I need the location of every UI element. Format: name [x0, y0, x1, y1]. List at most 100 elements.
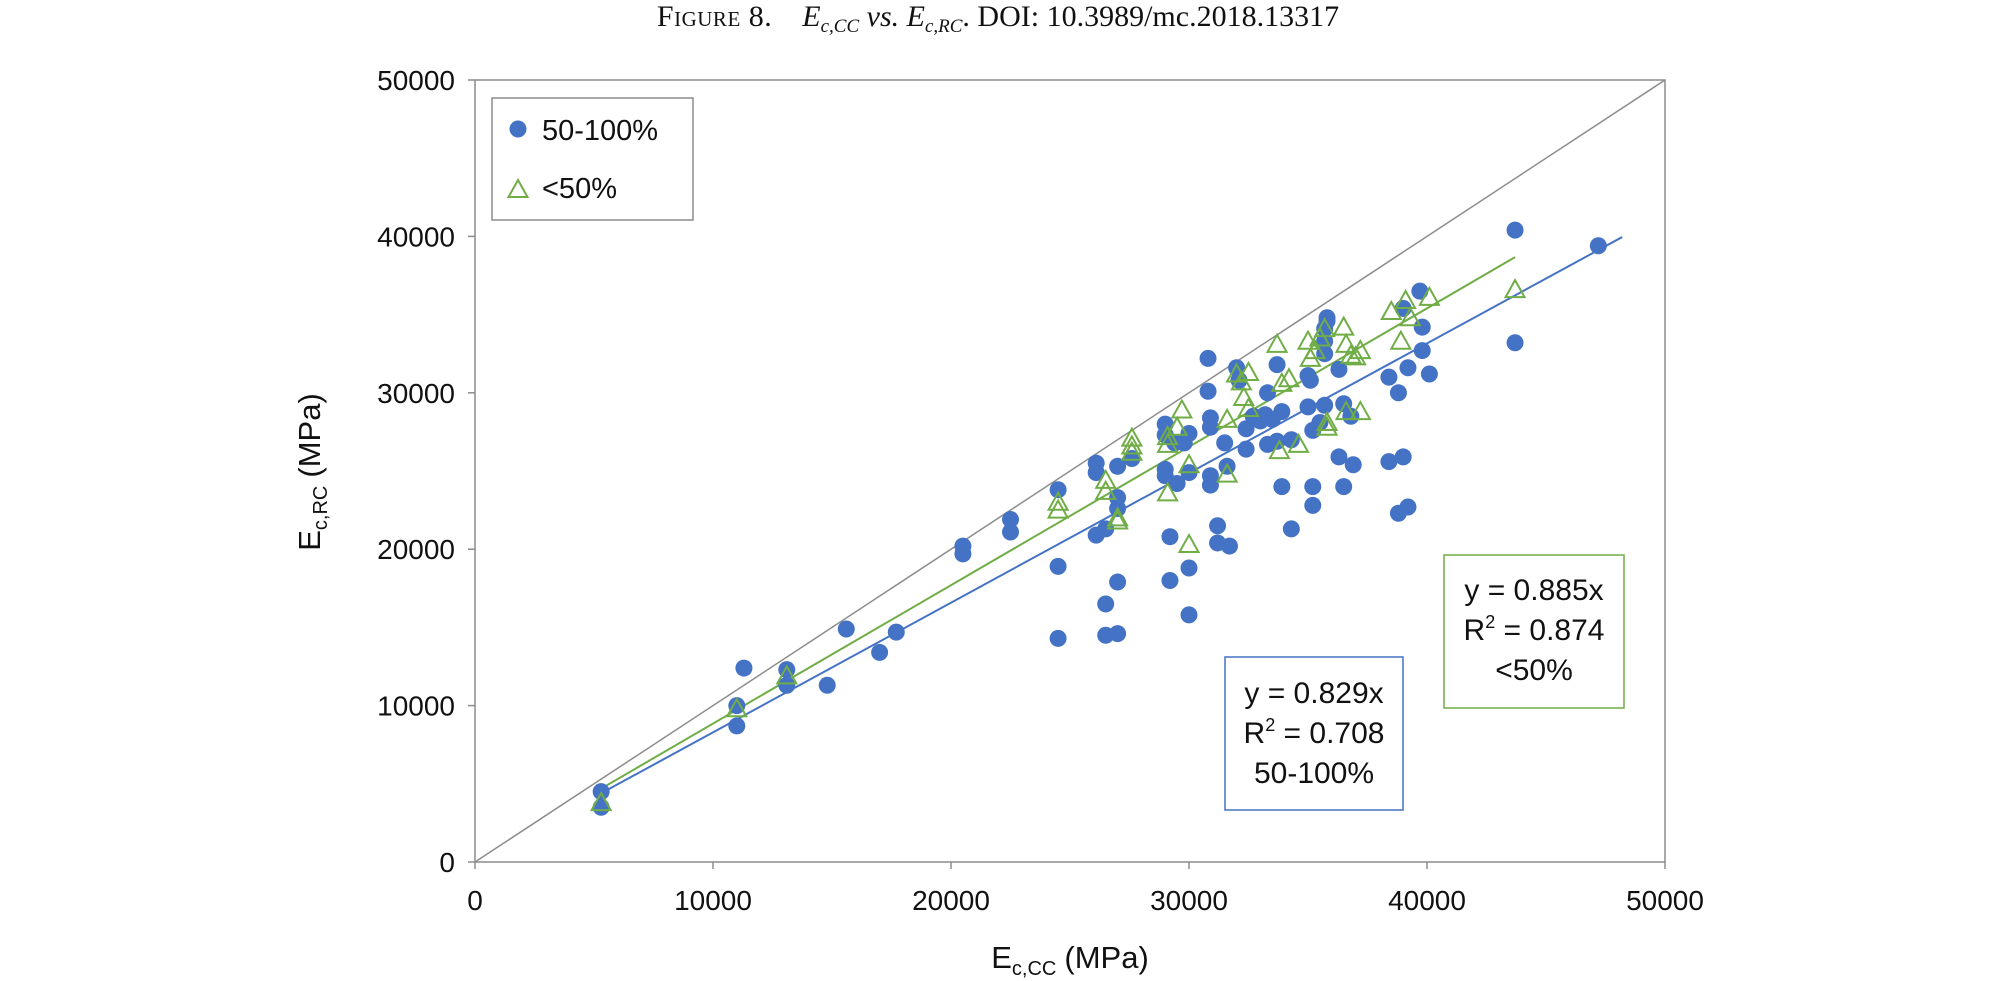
y-tick-label: 10000	[377, 691, 455, 722]
y-tick-label: 0	[439, 847, 455, 878]
data-point-series-2	[1349, 339, 1372, 360]
data-point-series-1	[1335, 478, 1353, 496]
x-tick-label: 0	[467, 885, 483, 916]
data-point-series-2	[1094, 479, 1117, 500]
plot-area-border	[474, 79, 1666, 863]
x-axis-title: Ec,CC (MPa)	[991, 940, 1149, 980]
data-point-series-1	[1002, 523, 1019, 541]
figure-y-symbol: E	[906, 0, 925, 33]
data-point-series-1	[1411, 282, 1429, 300]
trendline-series-1	[600, 236, 1623, 795]
annotation-r2-label-series-1: R	[1244, 717, 1266, 750]
data-point-series-2	[1237, 360, 1260, 381]
data-point-series-2	[1106, 509, 1129, 530]
data-point-series-1	[1237, 440, 1255, 458]
data-point-series-2	[1503, 278, 1527, 299]
data-point-series-2	[1094, 468, 1117, 489]
legend-box	[491, 97, 694, 221]
data-point-series-1	[1220, 537, 1238, 555]
data-point-series-1	[1394, 448, 1412, 466]
y-axis-title-unit: (MPa)	[292, 393, 327, 477]
x-tick-label: 50000	[1626, 885, 1704, 916]
data-point-series-1	[1161, 528, 1179, 546]
data-point-series-1	[1216, 434, 1234, 452]
data-point-series-2	[1315, 410, 1339, 432]
x-axis-title-unit: (MPa)	[1064, 940, 1148, 975]
x-tick-label: 10000	[674, 885, 752, 916]
data-point-series-1	[1273, 403, 1291, 421]
data-point-series-1	[1180, 606, 1198, 624]
data-point-series-1	[1087, 464, 1105, 482]
annotation-group-series-2: <50%	[1495, 654, 1573, 687]
data-point-series-1	[1049, 481, 1067, 499]
data-point-series-1	[1316, 396, 1334, 414]
y-axis-title-main: E	[292, 530, 327, 551]
data-point-series-2	[1237, 396, 1260, 417]
data-point-series-1	[1199, 349, 1217, 367]
x-tick-label: 30000	[1150, 885, 1228, 916]
data-point-series-2	[1106, 506, 1129, 527]
y-axis-ticks: 0 10000 20000 30000 40000 50000	[377, 65, 475, 878]
data-point-series-2	[775, 664, 798, 685]
figure-x-symbol: E	[802, 0, 821, 33]
legend-label-series-1: 50-100%	[542, 115, 658, 147]
data-point-series-1	[1301, 371, 1319, 389]
data-point-series-1	[1399, 359, 1417, 377]
data-point-series-2	[1156, 432, 1179, 453]
figure-title: Figure 8. Ec,CC vs. Ec,RC. DOI: 10.3989/…	[656, 0, 1340, 37]
data-point-series-1	[1180, 559, 1198, 577]
data-point-series-1	[1330, 360, 1348, 378]
figure-vs: vs.	[866, 0, 900, 33]
figure-doi: DOI: 10.3989/mc.2018.13317	[977, 0, 1340, 33]
data-point-series-1	[1180, 424, 1198, 442]
data-point-series-1	[1389, 384, 1407, 402]
annotation-box-series-1	[1224, 656, 1404, 811]
data-point-series-1	[871, 643, 889, 661]
annotation-r2-series-1: R2 = 0.708	[1244, 715, 1385, 750]
data-point-series-1	[1109, 573, 1127, 591]
y-axis-title-sub: c,RC	[310, 486, 332, 530]
data-point-series-2	[1349, 400, 1372, 421]
data-point-series-1	[818, 676, 836, 694]
data-point-series-2	[1232, 385, 1255, 406]
annotation-r2-value-series-2: = 0.874	[1495, 614, 1604, 647]
data-point-series-2	[1339, 343, 1363, 364]
data-point-series-2	[1287, 432, 1310, 453]
data-point-series-1	[735, 659, 753, 677]
data-point-series-2	[1399, 306, 1422, 327]
x-axis-title-sub: c,CC	[1012, 958, 1056, 980]
data-point-series-2	[589, 791, 613, 812]
x-axis-title-main: E	[991, 940, 1012, 975]
data-point-series-2	[1315, 415, 1339, 436]
data-point-series-1	[1506, 221, 1524, 239]
data-point-series-2	[1120, 440, 1144, 461]
data-point-series-1	[1273, 478, 1291, 496]
legend-marker-triangle	[506, 177, 530, 198]
data-point-series-2	[1394, 288, 1417, 310]
data-point-series-2	[1177, 532, 1201, 554]
data-point-series-2	[1268, 439, 1291, 460]
data-point-series-2	[1170, 398, 1194, 419]
data-point-series-2	[1380, 299, 1403, 320]
legend-label-series-2: <50%	[542, 173, 617, 205]
data-point-series-1	[1304, 478, 1322, 496]
data-point-series-2	[1270, 371, 1294, 392]
data-point-series-2	[1120, 434, 1144, 455]
data-point-series-1	[1049, 629, 1067, 647]
x-tick-label: 40000	[1388, 885, 1466, 916]
legend-marker-circle	[509, 120, 527, 138]
data-point-series-1	[778, 676, 796, 694]
data-point-series-2	[1418, 285, 1441, 306]
data-point-series-1	[1049, 557, 1067, 575]
data-point-series-1	[1380, 368, 1398, 386]
data-point-series-2	[1215, 462, 1239, 483]
annotation-series-1: y = 0.829x R2 = 0.708 50-100%	[1224, 656, 1404, 811]
data-point-series-1	[837, 620, 855, 638]
annotation-series-2: y = 0.885x R2 = 0.874 <50%	[1443, 554, 1625, 709]
data-point-series-2	[1313, 317, 1336, 338]
data-point-series-1	[1109, 625, 1127, 643]
data-point-series-1	[1282, 431, 1300, 449]
data-point-series-2	[1389, 329, 1413, 350]
data-point-series-1	[1420, 365, 1438, 383]
annotation-box-series-2	[1443, 554, 1625, 709]
